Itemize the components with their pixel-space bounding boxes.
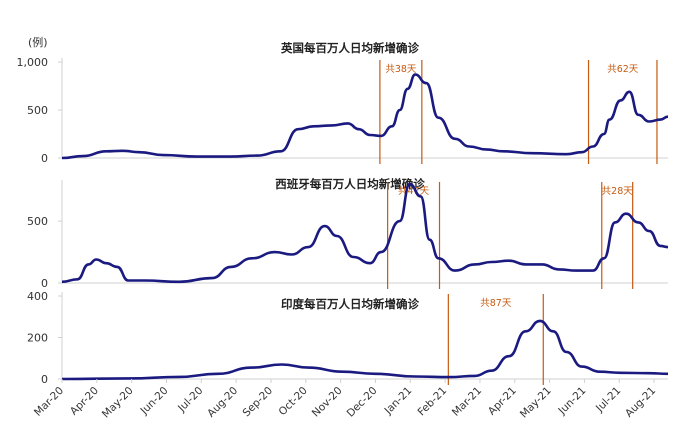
period-label: 共87天 <box>480 298 512 309</box>
panel-title: 英国每百万人日均新增确诊 <box>280 41 419 55</box>
x-tick-label: Sep-20 <box>240 385 275 420</box>
x-tick-label: May-20 <box>100 385 136 421</box>
panel-2: 0 200 400 印度每百万人日均新增确诊 共87天 <box>27 290 669 386</box>
period-label: 共47天 <box>398 186 430 197</box>
period-label: 共28天 <box>602 186 634 197</box>
x-tick-label: Mar-21 <box>450 385 484 419</box>
x-tick-label: Jul-21 <box>593 385 623 415</box>
x-tick-label: Dec-20 <box>345 385 380 420</box>
x-tick-label: Aug-21 <box>623 385 658 420</box>
y-tick-label: 0 <box>41 277 48 290</box>
x-tick-label: Feb-21 <box>415 385 449 419</box>
x-tick-label: Oct-20 <box>276 385 309 418</box>
series-line <box>61 73 669 160</box>
x-tick-label: Nov-20 <box>310 385 345 420</box>
x-tick-label: Jun-21 <box>556 385 589 418</box>
x-tick-label: Apr-20 <box>68 385 101 418</box>
series-line <box>61 319 669 381</box>
x-tick-label: Jun-20 <box>138 385 171 418</box>
x-tick-label: Jan-21 <box>382 385 415 418</box>
y-tick-label: 400 <box>27 290 48 303</box>
y-tick-label: 500 <box>27 215 48 228</box>
x-tick-label: Jul-20 <box>175 385 205 415</box>
panel-title: 印度每百万人日均新增确诊 <box>281 297 419 311</box>
period-label: 共62天 <box>607 64 639 75</box>
y-tick-label: 1,000 <box>17 56 49 69</box>
period-label: 共38天 <box>385 64 417 75</box>
x-tick-label: May-21 <box>518 385 554 421</box>
y-tick-label: 200 <box>27 332 48 345</box>
y-tick-label: 0 <box>41 152 48 165</box>
series-line <box>61 182 669 284</box>
y-unit-label: (例) <box>28 35 48 49</box>
x-tick-label: Mar-20 <box>32 385 66 419</box>
x-tick-label: Apr-21 <box>486 385 519 418</box>
y-tick-label: 0 <box>41 373 48 386</box>
y-tick-label: 500 <box>27 104 48 117</box>
x-tick-label: Aug-20 <box>205 385 240 420</box>
